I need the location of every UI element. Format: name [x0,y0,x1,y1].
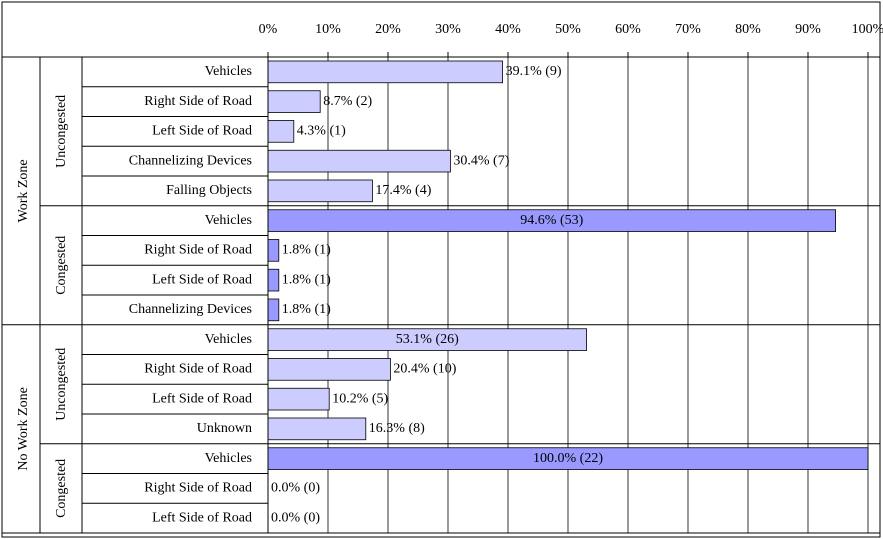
bar [267,60,504,84]
value-label: 20.4% (10) [393,362,456,377]
value-label: 1.8% (1) [282,302,331,317]
bar [267,120,295,143]
value-label: 10.2% (5) [332,391,388,406]
bar [267,298,280,322]
category-label: Unknown [197,421,252,436]
category-label: Right Side of Road [144,94,252,109]
bar [267,90,321,113]
value-label: 17.4% (4) [375,183,431,198]
x-tick-label: 90% [795,22,821,37]
category-label: Channelizing Devices [129,153,252,168]
value-label: 0.0% (0) [271,481,320,496]
category-label: Right Side of Road [144,362,252,377]
subgroup-label: Congested [54,236,69,295]
value-label: 16.3% (8) [369,421,425,436]
category-label: Left Side of Road [152,272,252,287]
x-tick-label: 20% [375,22,401,37]
x-tick-label: 40% [495,22,521,37]
category-label: Left Side of Road [152,510,252,525]
category-label: Vehicles [205,451,252,466]
category-label: Falling Objects [166,183,252,198]
value-label: 1.8% (1) [282,272,331,287]
category-label: Vehicles [205,213,252,228]
category-label: Vehicles [205,332,252,347]
x-tick-label: 70% [675,22,701,37]
value-label: 30.4% (7) [453,153,509,168]
value-label: 4.3% (1) [297,124,346,139]
x-tick-label: 0% [259,22,278,37]
x-tick-label: 60% [615,22,641,37]
x-tick-label: 100% [852,22,883,37]
subgroup-label: Uncongested [54,95,69,168]
value-label: 0.0% (0) [271,510,320,525]
x-tick-label: 30% [435,22,461,37]
category-label: Right Side of Road [144,481,252,496]
group-label: No Work Zone [16,387,31,470]
x-tick-label: 80% [735,22,761,37]
bar [267,387,330,411]
bar [267,358,391,381]
value-label: 53.1% (26) [396,332,459,347]
category-label: Right Side of Road [144,243,252,258]
group-label: Work Zone [16,159,31,222]
value-label: 94.6% (53) [520,213,583,228]
bar [267,417,367,441]
bar [267,268,280,292]
bar [267,179,373,203]
subgroup-label: Congested [54,459,69,518]
bar [267,149,451,173]
subgroup-label: Uncongested [54,348,69,421]
category-label: Channelizing Devices [129,302,252,317]
value-label: 39.1% (9) [506,64,562,79]
bar [267,239,280,262]
x-tick-label: 10% [315,22,341,37]
x-tick-label: 50% [555,22,581,37]
value-label: 8.7% (2) [323,94,372,109]
value-label: 100.0% (22) [533,451,603,466]
category-label: Left Side of Road [152,391,252,406]
category-label: Vehicles [205,64,252,79]
value-label: 1.8% (1) [282,243,331,258]
category-label: Left Side of Road [152,124,252,139]
